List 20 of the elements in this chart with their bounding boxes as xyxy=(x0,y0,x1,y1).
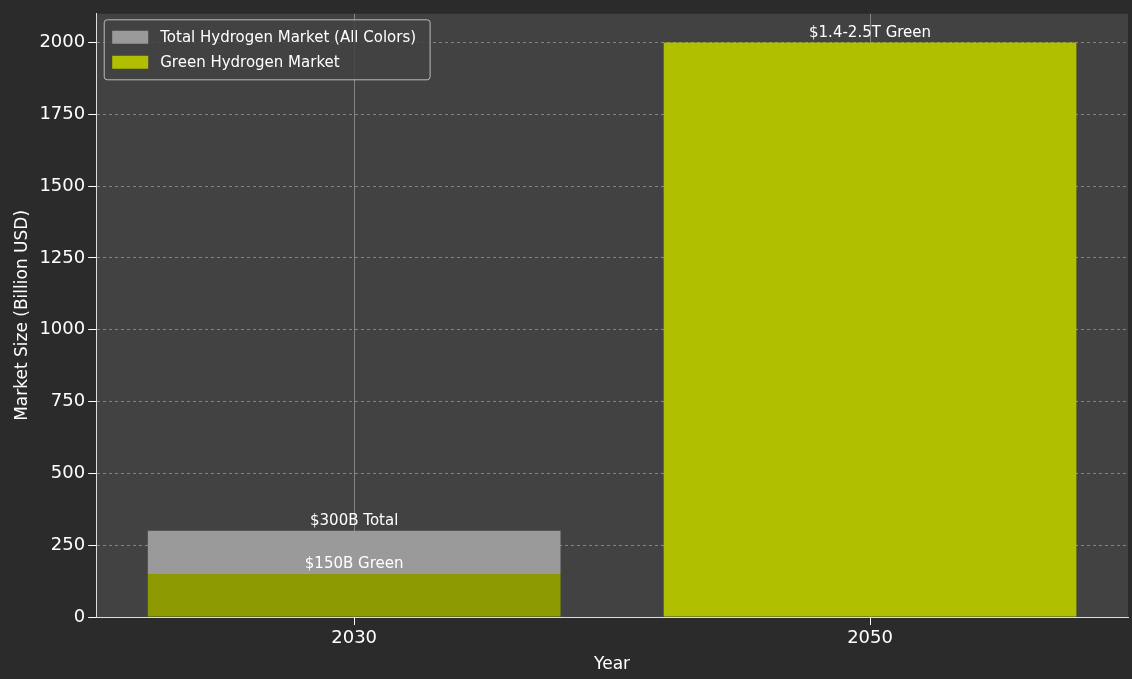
y-tick-label: 1250 xyxy=(39,245,86,267)
y-tick-label: 2000 xyxy=(39,30,86,52)
x-tick-label: 2030 xyxy=(331,626,378,648)
x-axis-title: Year xyxy=(593,653,631,674)
y-tick-label: 1500 xyxy=(39,173,86,195)
y-tick-label: 750 xyxy=(50,389,86,411)
y-axis-title: Market Size (Billion USD) xyxy=(10,209,31,421)
data-label: $150B Green xyxy=(304,554,404,573)
y-tick-label: 250 xyxy=(50,532,86,554)
y-tick-label: 1000 xyxy=(39,317,86,339)
bar xyxy=(147,573,561,617)
x-tick-label: 2050 xyxy=(847,626,893,648)
legend-label: Green Hydrogen Market xyxy=(160,52,340,71)
bar xyxy=(147,530,561,574)
total-label: $300B Total xyxy=(310,511,399,530)
y-tick-label: 0 xyxy=(73,604,86,626)
y-tick-label: 500 xyxy=(50,461,86,483)
y-tick-label: 1750 xyxy=(39,102,86,124)
data-label: $1.4-2.5T Green xyxy=(809,22,932,41)
legend-label: Total Hydrogen Market (All Colors) xyxy=(159,27,417,46)
